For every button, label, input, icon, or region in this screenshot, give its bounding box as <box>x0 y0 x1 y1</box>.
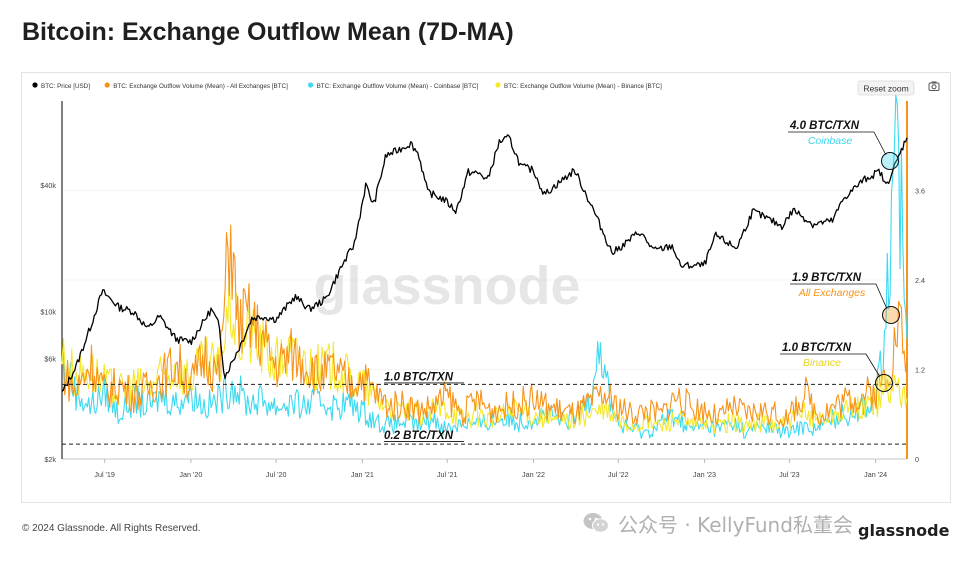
x-tick-label: Jan '21 <box>351 470 374 479</box>
chart-panel: BTC: Price [USD] BTC: Exchange Outflow Vo… <box>21 72 951 503</box>
chart-svg: BTC: Price [USD] BTC: Exchange Outflow Vo… <box>32 80 940 479</box>
y-left-tick-label: $2k <box>44 455 56 464</box>
legend-label: BTC: Exchange Outflow Volume (Mean) - Co… <box>317 83 479 90</box>
annotation-value: 4.0 BTC/TXN <box>789 120 860 132</box>
wechat-text: 公众号 · KellyFund私董会 <box>618 512 853 537</box>
y-right-tick-label: 3.6 <box>915 187 925 196</box>
legend-label: BTC: Exchange Outflow Volume (Mean) - Al… <box>113 83 288 90</box>
copyright-text: © 2024 Glassnode. All Rights Reserved. <box>22 523 201 534</box>
annotation-value: 1.0 BTC/TXN <box>782 342 852 354</box>
legend-label: BTC: Price [USD] <box>41 83 90 90</box>
x-tick-label: Jul '20 <box>266 470 287 479</box>
legend-label: BTC: Exchange Outflow Volume (Mean) - Bi… <box>504 83 662 90</box>
y-left-tick-label: $6k <box>44 354 56 363</box>
page-title: Bitcoin: Exchange Outflow Mean (7D-MA) <box>22 18 514 46</box>
series-line <box>61 224 908 428</box>
series-line <box>61 134 908 393</box>
wechat-watermark: 公众号 · KellyFund私董会 <box>582 508 853 538</box>
legend-marker <box>32 82 38 88</box>
y-left-tick-label: $40k <box>40 181 56 190</box>
chart-annotations: 4.0 BTC/TXN Coinbase 1.9 BTC/TXN All Exchan… <box>780 120 900 392</box>
annotation-sublabel: All Exchanges <box>798 287 866 299</box>
annotation-sublabel: Binance <box>803 357 841 369</box>
legend-marker <box>308 82 314 88</box>
annotation-leader <box>873 131 887 156</box>
camera-icon[interactable] <box>928 81 940 91</box>
x-tick-label: Jan '20 <box>179 470 202 479</box>
annotation-sublabel: Coinbase <box>808 135 853 147</box>
x-tick-label: Jul '21 <box>437 470 458 479</box>
wechat-icon <box>583 513 609 533</box>
annotation-circle <box>875 374 893 392</box>
x-tick-label: Jan '23 <box>693 470 716 479</box>
x-tick-label: Jan '22 <box>522 470 545 479</box>
x-tick-label: Jul '22 <box>608 470 629 479</box>
reference-line-label: 1.0 BTC/TXN <box>384 371 454 383</box>
x-tick-label: Jul '23 <box>779 470 800 479</box>
reset-zoom-label: Reset zoom <box>863 84 908 94</box>
y-left-tick-label: $10k <box>40 308 56 317</box>
x-tick-label: Jan '24 <box>864 470 887 479</box>
y-right-tick-label: 2.4 <box>915 276 925 285</box>
reference-line-label: 0.2 BTC/TXN <box>384 430 454 442</box>
reset-zoom-button[interactable]: Reset zoom <box>857 80 915 96</box>
chart-legend: BTC: Price [USD] BTC: Exchange Outflow Vo… <box>32 82 662 90</box>
annotation-circle <box>881 152 899 170</box>
legend-marker <box>104 82 110 88</box>
y-right-tick-label: 0 <box>915 455 919 464</box>
annotation-leader <box>865 353 881 378</box>
legend-marker <box>495 82 501 88</box>
reference-lines: 1.0 BTC/TXN 0.2 BTC/TXN <box>62 371 907 445</box>
annotation-value: 1.9 BTC/TXN <box>792 272 862 284</box>
x-tick-label: Jul '19 <box>94 470 115 479</box>
watermark-text: glassnode <box>313 256 580 316</box>
annotation-leader <box>875 283 888 310</box>
series-line <box>61 267 908 434</box>
series-line <box>61 94 908 439</box>
y-right-tick-label: 1.2 <box>915 366 925 375</box>
brand-logo: glassnode <box>858 521 950 540</box>
chart-series <box>61 94 908 439</box>
annotation-circle <box>882 306 900 324</box>
